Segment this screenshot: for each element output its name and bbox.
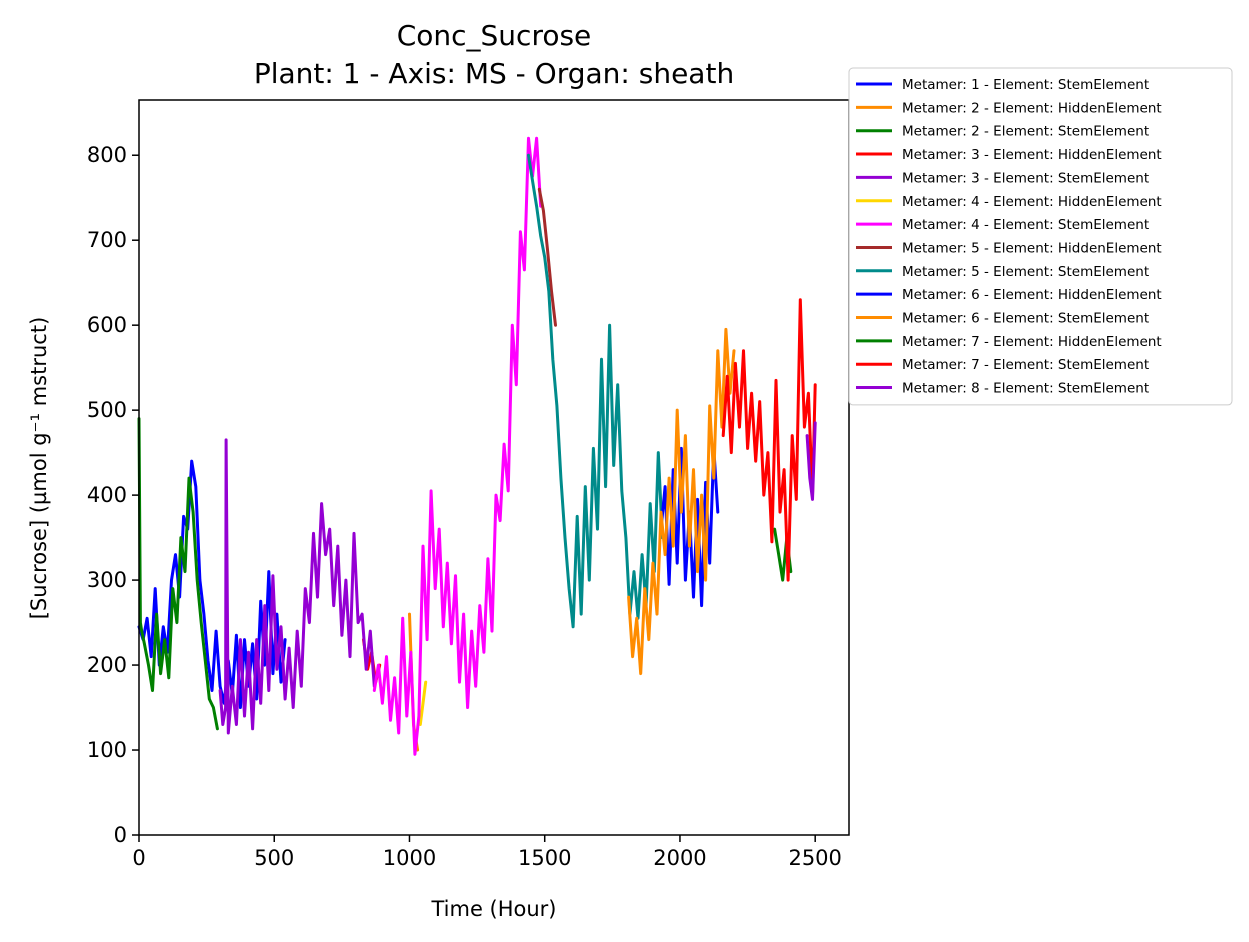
series-line-6 bbox=[418, 680, 428, 726]
y-tick-label: 400 bbox=[87, 483, 127, 507]
series-line-11 bbox=[627, 327, 736, 676]
x-tick-label: 0 bbox=[132, 846, 145, 870]
y-tick-label: 0 bbox=[114, 823, 127, 847]
legend-entry-label: Metamer: 4 - Element: HiddenElement bbox=[902, 194, 1162, 210]
x-tick-label: 1000 bbox=[383, 846, 436, 870]
legend-entry-label: Metamer: 3 - Element: HiddenElement bbox=[902, 147, 1162, 163]
series-line-3 bbox=[137, 417, 219, 731]
y-tick-label: 500 bbox=[87, 398, 127, 422]
legend-entry-label: Metamer: 5 - Element: StemElement bbox=[902, 264, 1149, 280]
chart-title: Conc_Sucrose bbox=[397, 19, 592, 52]
y-axis-label: [Sucrose] (µmol g⁻¹ mstruct) bbox=[27, 317, 51, 620]
series-line-8 bbox=[537, 187, 557, 327]
series-line-1 bbox=[137, 459, 287, 709]
y-axis: 0 100 200 300 400 500 600 700 800 bbox=[87, 143, 139, 847]
x-axis-label: Time (Hour) bbox=[430, 897, 556, 921]
legend-entry-label: Metamer: 6 - Element: HiddenElement bbox=[902, 287, 1162, 303]
y-tick-label: 700 bbox=[87, 228, 127, 252]
legend-entry-label: Metamer: 8 - Element: StemElement bbox=[902, 381, 1149, 397]
chart-subtitle: Plant: 1 - Axis: MS - Organ: sheath bbox=[254, 57, 734, 90]
legend-entry-label: Metamer: 5 - Element: HiddenElement bbox=[902, 240, 1162, 256]
legend-entry-label: Metamer: 2 - Element: StemElement bbox=[902, 124, 1149, 140]
x-tick-label: 2000 bbox=[653, 846, 706, 870]
x-axis: 0 500 1000 1500 2000 2500 bbox=[132, 835, 842, 870]
plot-frame bbox=[138, 99, 850, 836]
legend-entry-label: Metamer: 6 - Element: StemElement bbox=[902, 311, 1149, 327]
series-line-9 bbox=[527, 153, 664, 629]
series-line-14 bbox=[805, 421, 817, 501]
legend-box bbox=[848, 67, 1233, 406]
series-line-5 bbox=[218, 438, 376, 735]
y-tick-label: 800 bbox=[87, 143, 127, 167]
legend-entry-label: Metamer: 7 - Element: StemElement bbox=[902, 357, 1149, 373]
y-tick-label: 100 bbox=[87, 738, 127, 762]
series-layer bbox=[137, 136, 817, 756]
legend-entry-label: Metamer: 2 - Element: HiddenElement bbox=[902, 100, 1162, 116]
x-tick-label: 500 bbox=[254, 846, 294, 870]
y-tick-label: 200 bbox=[87, 653, 127, 677]
legend: Metamer: 1 - Element: StemElement Metamer… bbox=[848, 67, 1233, 406]
series-line-7 bbox=[372, 136, 543, 756]
series-line-13 bbox=[721, 298, 817, 582]
x-tick-label: 2500 bbox=[788, 846, 841, 870]
legend-entry-label: Metamer: 4 - Element: StemElement bbox=[902, 217, 1149, 233]
legend-entry-label: Metamer: 7 - Element: HiddenElement bbox=[902, 334, 1162, 350]
legend-entry-label: Metamer: 3 - Element: StemElement bbox=[902, 170, 1149, 186]
x-tick-label: 1500 bbox=[518, 846, 571, 870]
y-tick-label: 300 bbox=[87, 568, 127, 592]
y-tick-label: 600 bbox=[87, 313, 127, 337]
legend-entry-label: Metamer: 1 - Element: StemElement bbox=[902, 77, 1149, 93]
